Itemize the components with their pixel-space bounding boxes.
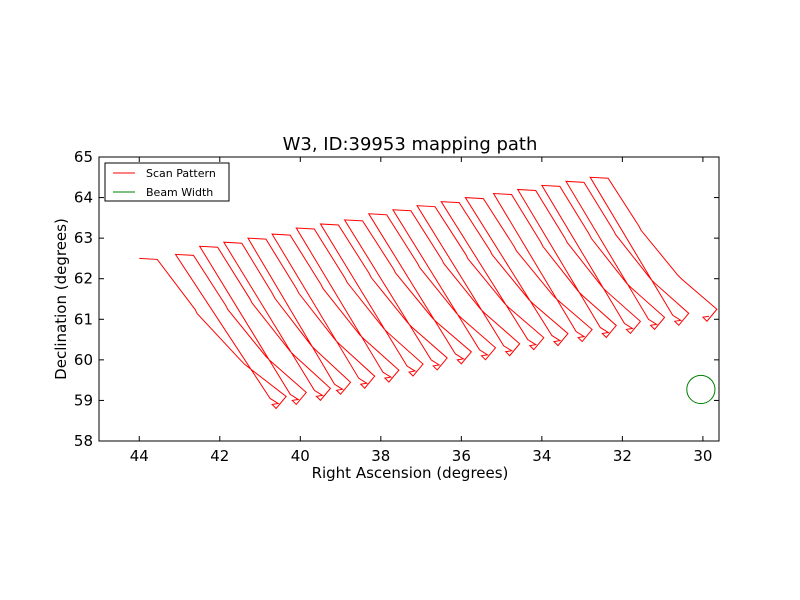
y-tick-label: 63 [74, 229, 93, 247]
y-axis-label: Declination (degrees) [52, 218, 70, 380]
plot-frame [98, 156, 720, 442]
y-tick-label: 65 [74, 148, 93, 166]
scan-pattern-series [139, 176, 718, 410]
x-axis-label: Right Ascension (degrees) [312, 464, 509, 482]
x-tick-label: 40 [291, 447, 310, 465]
legend-scan-label: Scan Pattern [146, 167, 216, 180]
x-tick-label: 44 [130, 447, 149, 465]
beam-width-circle [686, 374, 716, 405]
y-axis-ticks: 58 59 60 61 62 63 64 65 [74, 148, 719, 450]
y-tick-label: 62 [74, 270, 93, 288]
chart-title: W3, ID:39953 mapping path [283, 134, 538, 155]
y-tick-label: 60 [74, 351, 93, 369]
y-tick-label: 61 [74, 310, 93, 328]
legend-beam-label: Beam Width [146, 186, 213, 199]
y-tick-label: 59 [74, 391, 93, 409]
scan-pattern-line [139, 176, 718, 410]
x-tick-label: 42 [210, 447, 229, 465]
y-tick-label: 58 [74, 432, 93, 450]
beam-width-series [686, 374, 716, 405]
x-axis-ticks: 44 42 40 38 36 34 32 30 [130, 157, 712, 465]
x-tick-label: 36 [452, 447, 471, 465]
x-tick-label: 32 [613, 447, 632, 465]
y-tick-label: 64 [74, 189, 93, 207]
x-tick-label: 34 [532, 447, 551, 465]
legend-box [104, 162, 230, 202]
legend: Scan Pattern Beam Width [104, 162, 230, 202]
x-tick-label: 38 [371, 447, 390, 465]
x-tick-label: 30 [693, 447, 712, 465]
